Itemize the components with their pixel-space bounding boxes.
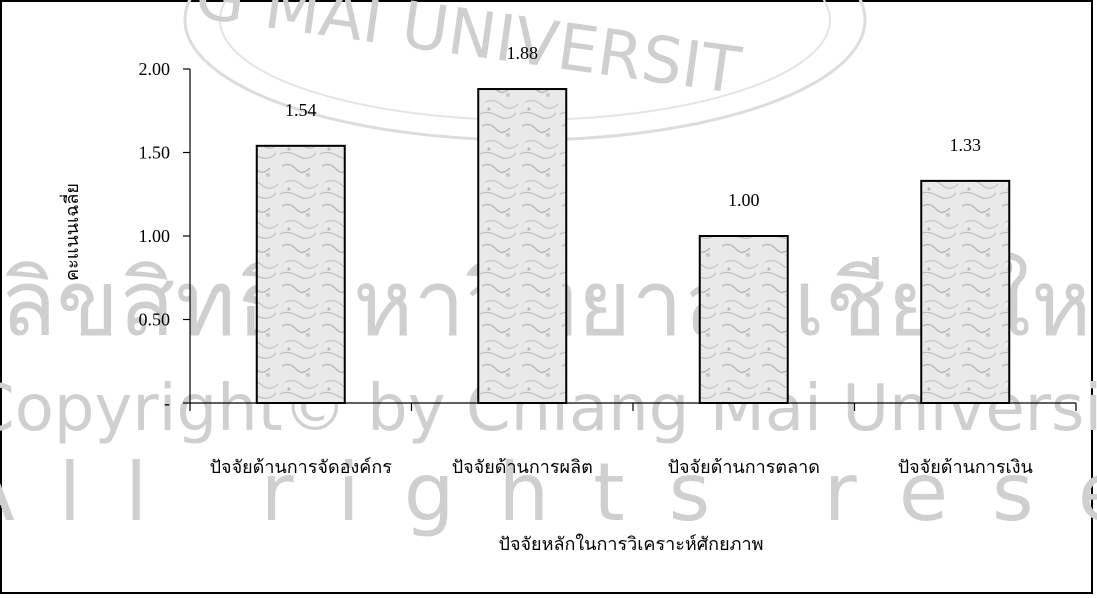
data-label: 1.54 <box>285 100 317 120</box>
labels: 1.54 ปัจจัยด้านการจัดองค์กร 1.88 ปัจจัยด้าน… <box>59 43 1033 555</box>
bar <box>255 144 346 404</box>
x-axis-title: ปัจจัยหลักในการวิเคราะห์ศักยภาพ <box>499 533 764 555</box>
x-tick-label: ปัจจัยด้านการตลาด <box>668 457 820 478</box>
y-tick-label: 2.00 <box>139 59 171 79</box>
data-label: 1.33 <box>950 135 982 155</box>
watermark-arc-text: G MAI UNIVERSIT <box>191 0 746 109</box>
y-axis-title: คะแนนเฉลี่ย <box>59 183 83 281</box>
bars <box>255 88 1011 404</box>
bar <box>920 179 1011 404</box>
y-tick-label: 1.00 <box>139 226 171 246</box>
x-tick-label: ปัจจัยด้านการเงิน <box>898 457 1033 478</box>
watermark-rights-text: All rights reserved <box>0 446 1097 539</box>
bar <box>698 235 789 404</box>
bar <box>477 88 568 404</box>
x-tick-label: ปัจจัยด้านการผลิต <box>452 457 593 478</box>
x-tick-label: ปัจจัยด้านการจัดองค์กร <box>210 457 393 478</box>
y-tick-label: - <box>164 393 170 413</box>
data-label: 1.00 <box>728 190 760 210</box>
y-tick-label: 1.50 <box>139 143 171 163</box>
y-tick-label: 0.50 <box>139 310 171 330</box>
data-label: 1.88 <box>507 43 539 63</box>
